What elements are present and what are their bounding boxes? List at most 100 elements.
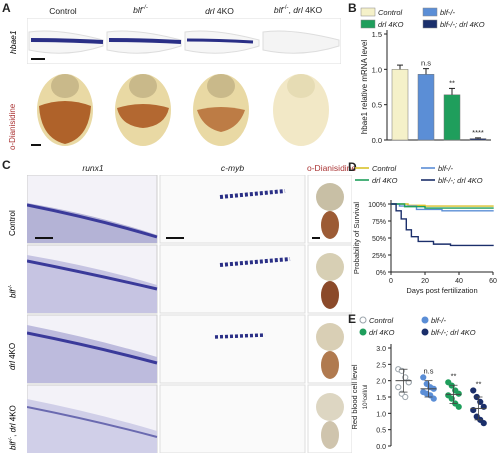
legend-label: blf-/-; drl 4KO [438,176,483,185]
y-axis-label: Red blood cell level [350,364,359,429]
x-axis-label: Days post fertilization [406,286,477,295]
cmyb-blf-image [159,244,306,314]
series-line [391,203,494,207]
cmyb-drl-image [159,314,306,384]
legend-label: drl 4KO [369,328,395,337]
data-point [448,395,455,402]
legend-label: blf-/- [438,164,454,173]
legend-label: drl 4KO [372,176,398,185]
significance-label: **** [472,128,484,137]
panel-e-letter: E [348,312,357,326]
legend-swatch [422,19,438,29]
y-tick-label: 100% [368,202,386,209]
hbae1-double-image [262,30,340,54]
legend-swatch [360,19,376,29]
legend-swatch [360,7,376,17]
legend-label: blf-/- [440,8,456,17]
x-tick-label: 20 [421,278,429,285]
runx1-double-image [27,384,158,453]
legend-marker [421,316,429,324]
y-tick-label: 0.0 [376,444,386,451]
significance-label: ** [449,78,455,87]
legend-label: drl 4KO [378,20,404,29]
legend-marker [421,328,429,336]
y-tick-label: 1.5 [376,395,386,402]
y-tick-label: 3.0 [376,346,386,353]
x-tick-label: 0 [389,278,393,285]
panel-a-col-double: blf-/-, drl 4KO [273,5,323,15]
bar [417,74,435,141]
y-axis-unit-label: 10⁶cell/ul [362,385,369,409]
y-tick-label: 0.5 [376,428,386,435]
dianisidine-blf-image [115,74,171,146]
y-tick-label: 50% [372,236,386,243]
data-point [420,374,427,381]
y-tick-label: 25% [372,253,386,260]
data-point [477,398,484,406]
legend-swatch [422,7,438,17]
dianisidine-c-drl-image [307,314,352,384]
cmyb-double-image [159,384,306,453]
panel-c-row-drl: drl 4KO [8,342,17,370]
data-point [402,393,409,401]
hbae1-control-image [28,30,104,54]
runx1-drl-image [27,314,158,384]
panel-a-col-control: Control [49,6,77,16]
hbae1-blf-image [106,30,182,54]
runx1-blf-image [27,244,158,314]
data-point [480,420,487,427]
data-point [455,403,462,410]
significance-label: ** [451,371,457,380]
series-line [391,203,494,209]
data-point [455,390,462,397]
legend-label: blf-/- [431,316,447,325]
panel-a-col-blf: blf-/- [133,5,148,15]
legend-label: blf-/-; drl 4KO [431,328,476,337]
data-point [402,374,409,381]
y-tick-label: 0.5 [372,101,382,110]
dianisidine-drl-image [193,74,249,146]
panel-a-col-drl4ko: drl 4KO [205,6,234,16]
legend-label: blf-/-; drl 4KO [440,20,485,29]
bar [443,94,461,141]
significance-label: n.s [423,366,433,375]
legend-marker [359,316,367,324]
legend-label: Control [378,8,403,17]
y-axis-label: hbae1 relative mRNA level [360,40,369,134]
panel-a-hbae1-images [27,18,341,64]
dianisidine-c-double-image [307,384,352,453]
x-tick-label: 60 [489,278,497,285]
bar [469,138,487,141]
series-line [391,203,494,247]
x-tick-label: 40 [455,278,463,285]
y-tick-label: 0% [376,270,386,277]
panel-e-scatter-chart: Control blf-/- drl 4KO blf-/-; drl 4KO 0.0 0.… [350,316,487,451]
panel-a-letter: A [2,1,11,15]
panel-c-row-control: Control [8,210,17,236]
panel-b-bar-chart: Control blf-/- drl 4KO blf-/-; drl 4KO 0.0 0.… [360,7,491,145]
panel-c-row-blf: blf-/- [8,284,18,298]
panel-c-letter: C [2,158,11,172]
y-tick-label: 2.0 [376,379,386,386]
y-tick-label: 2.5 [376,362,386,369]
y-tick-label: 0.0 [372,136,382,145]
runx1-control-image [27,175,158,244]
significance-label: n.s [421,59,431,68]
significance-label: ** [476,379,482,388]
panel-a-row-hbae1: hbae1 [8,30,18,54]
y-tick-label: 1.0 [376,411,386,418]
y-tick-label: 1.5 [372,30,382,39]
dianisidine-c-control-image [307,175,352,244]
data-point [395,384,402,391]
panel-c-col-runx1: runx1 [82,163,104,173]
hbae1-drl-image [184,30,260,54]
bar [391,69,409,141]
legend-marker [359,328,367,336]
panel-c-images [27,175,352,453]
dianisidine-control-image [37,74,93,146]
y-axis-label: Probability of Survival [352,202,361,274]
panel-b-letter: B [348,1,357,15]
data-point [470,387,477,394]
panel-c-row-double: blf-/-, drl 4KO [8,405,18,450]
legend-label: Control [372,164,397,173]
